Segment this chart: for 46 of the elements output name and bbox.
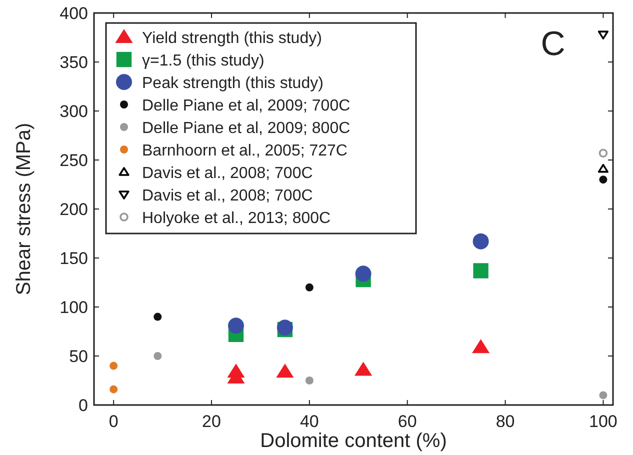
x-tick-label: 80 — [496, 412, 515, 431]
legend-label: γ=1.5 (this study) — [142, 52, 264, 70]
point — [598, 164, 609, 173]
x-tick-label: 60 — [398, 412, 417, 431]
point — [355, 266, 372, 282]
point — [473, 263, 488, 278]
y-tick-label: 300 — [60, 102, 88, 121]
point — [354, 362, 372, 376]
point — [227, 364, 245, 378]
point — [276, 364, 294, 378]
y-tick-label: 50 — [69, 347, 88, 366]
y-tick-label: 150 — [60, 249, 88, 268]
annotation: C — [540, 25, 566, 63]
y-tick-label: 0 — [78, 396, 88, 415]
legend-label: Davis et al., 2008; 700C — [142, 188, 313, 204]
legend-label: Holyoke et al., 2013; 800C — [142, 210, 331, 227]
point — [110, 385, 118, 394]
x-tick-label: 0 — [108, 412, 118, 431]
point — [154, 352, 162, 360]
point — [110, 362, 118, 370]
x-tick-label: 100 — [589, 412, 618, 431]
legend-label: Davis et al., 2008; 700C — [142, 165, 313, 182]
legend-label: Yield strength (this study) — [142, 30, 322, 47]
y-tick-label: 100 — [60, 298, 88, 317]
point — [228, 318, 244, 334]
point — [472, 339, 490, 354]
y-tick-label: 250 — [60, 151, 88, 170]
point — [472, 233, 489, 250]
x-axis-title: Dolomite content (%) — [260, 430, 447, 452]
y-tick-label: 200 — [60, 200, 88, 219]
y-tick-label: 350 — [60, 53, 88, 72]
y-tick-label: 400 — [60, 4, 88, 23]
point — [598, 148, 608, 158]
point — [599, 391, 608, 400]
point — [154, 312, 162, 321]
legend-label: Barnhoorn et al., 2005; 727C — [142, 142, 348, 160]
point — [305, 283, 314, 292]
point — [599, 176, 608, 184]
legend-label: Delle Piane et al, 2009; 800C — [142, 120, 350, 137]
y-axis-title: Shear stress (MPa) — [13, 122, 35, 296]
point — [598, 30, 609, 40]
legend-label: Peak strength (this study) — [142, 75, 324, 92]
x-tick-label: 40 — [300, 412, 319, 431]
point — [305, 376, 314, 384]
legend-label: Delle Piane et al, 2009; 700C — [142, 98, 350, 114]
x-tick-label: 20 — [202, 412, 221, 431]
